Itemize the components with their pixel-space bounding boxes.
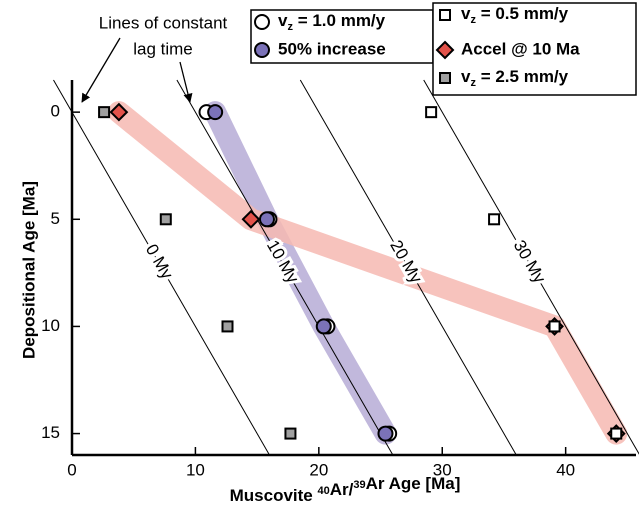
legend-marker [439, 9, 451, 21]
point [315, 318, 332, 335]
lag-line [423, 79, 639, 455]
x-tick-label: 30 [433, 460, 452, 479]
legend-label: Accel @ 10 Ma [461, 39, 580, 58]
point [241, 209, 261, 229]
point [377, 425, 394, 442]
y-tick-label: 15 [41, 423, 60, 442]
legend-box [250, 9, 434, 64]
x-tick-label: 10 [186, 460, 205, 479]
point [425, 106, 438, 119]
lag-line-label: 30 My [510, 237, 550, 287]
x-axis-label: Muscovite 40Ar/39Ar Age [Ma] [230, 474, 461, 505]
point [98, 106, 111, 119]
point [109, 102, 129, 122]
point [284, 427, 297, 440]
point [221, 320, 234, 333]
y-tick-label: 10 [41, 316, 60, 335]
x-tick-label: 0 [67, 460, 76, 479]
annotation: Lines of constant [99, 13, 228, 32]
legend-marker [439, 72, 451, 84]
lag-line [299, 79, 517, 456]
legend-marker [254, 14, 270, 30]
legend-label: vz = 2.5 mm/y [461, 67, 569, 88]
band [107, 101, 628, 445]
point [159, 213, 172, 226]
legend-label: 50% increase [278, 39, 386, 58]
point [207, 104, 224, 121]
legend-label: vz = 1.0 mm/y [278, 11, 386, 32]
point [488, 213, 501, 226]
y-tick-label: 5 [51, 209, 60, 228]
legend-marker [435, 40, 455, 60]
legend-marker [254, 42, 270, 58]
y-axis-label: Depositional Age [Ma] [19, 181, 38, 359]
point [548, 320, 561, 333]
y-tick-label: 0 [51, 102, 60, 121]
x-tick-label: 40 [556, 460, 575, 479]
legend-box [432, 2, 637, 96]
legend-label: vz = 0.5 mm/y [461, 4, 569, 25]
point [258, 211, 275, 228]
lag-line-label: 0 My [142, 241, 177, 283]
x-tick-label: 20 [309, 460, 328, 479]
lag-line [176, 79, 394, 456]
arrow [81, 37, 121, 103]
annotation: lag time [133, 39, 193, 58]
point [610, 427, 623, 440]
band [204, 101, 397, 445]
arrow [179, 61, 193, 103]
lag-line [53, 79, 270, 456]
